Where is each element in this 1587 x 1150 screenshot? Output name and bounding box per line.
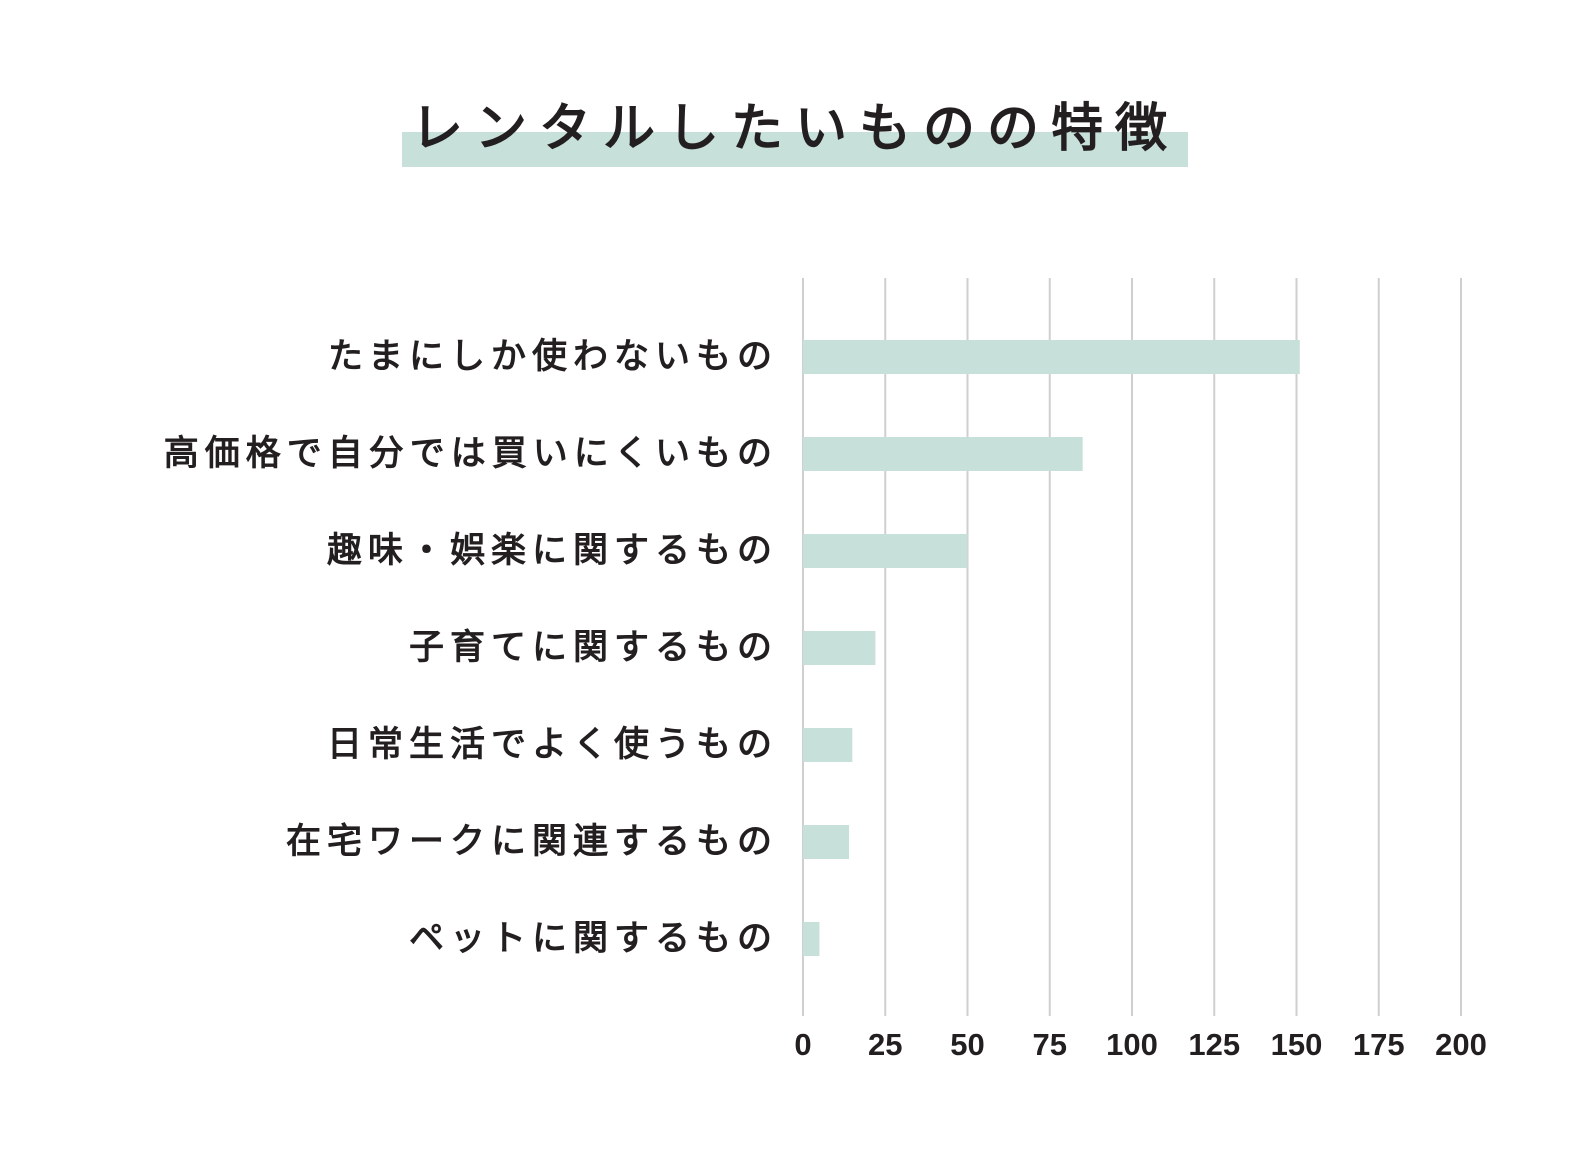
category-label: ペットに関するもの	[409, 919, 778, 959]
category-label: 在宅ワークに関連するもの	[286, 821, 778, 862]
bar	[803, 631, 876, 665]
bar	[803, 437, 1083, 471]
category-label: たまにしか使わないもの	[328, 337, 778, 377]
x-tick-label: 25	[868, 1027, 902, 1062]
bar	[803, 534, 968, 568]
x-tick-label: 150	[1271, 1027, 1323, 1062]
x-tick-label: 200	[1435, 1027, 1487, 1062]
x-tick-label: 0	[794, 1027, 811, 1062]
category-label: 日常生活でよく使うもの	[327, 725, 778, 765]
grid-lines	[802, 278, 1462, 1016]
title-highlight-band	[402, 132, 1188, 167]
x-tick-label: 100	[1106, 1027, 1158, 1062]
x-tick-label: 125	[1188, 1027, 1240, 1062]
bars	[803, 340, 1300, 956]
category-label: 趣味・娯楽に関するもの	[327, 531, 778, 571]
bar	[803, 340, 1300, 374]
x-tick-label: 75	[1033, 1027, 1067, 1062]
chart-title: レンタルしたいものの特徴	[410, 99, 1179, 159]
x-tick-label: 50	[950, 1027, 984, 1062]
x-tick-labels: 0 25 50 75 100 125 150 175 200	[794, 1027, 1486, 1062]
chart-title-block: レンタルしたいものの特徴	[402, 96, 1188, 170]
x-tick-label: 175	[1353, 1027, 1405, 1062]
bar	[803, 728, 853, 762]
category-labels: たまにしか使わないもの高価格で自分では買いにくいもの趣味・娯楽に関するもの子育て…	[164, 337, 778, 959]
category-label: 高価格で自分では買いにくいもの	[164, 434, 778, 474]
bar	[803, 825, 850, 859]
category-label: 子育てに関するもの	[409, 628, 778, 668]
bar	[803, 922, 820, 956]
